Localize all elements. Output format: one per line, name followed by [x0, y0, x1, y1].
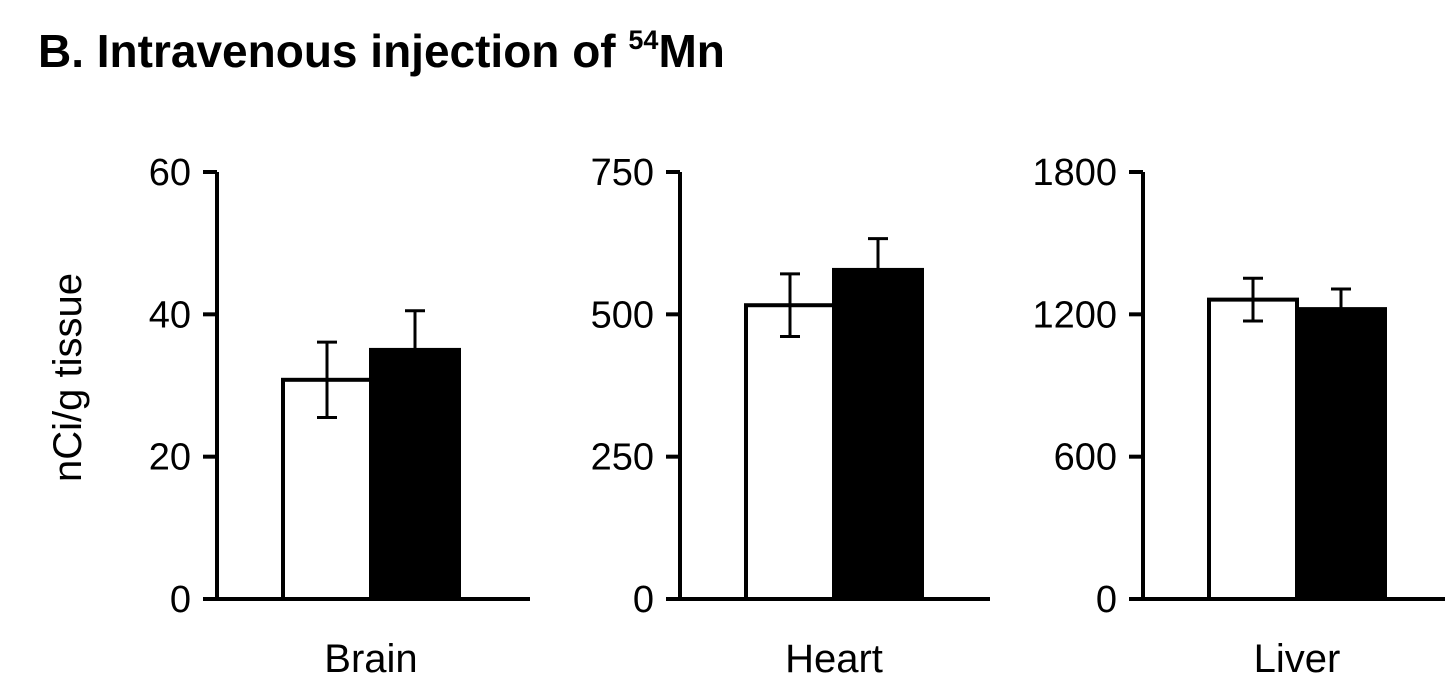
bar-heart-open: [744, 303, 836, 601]
chart-panel-brain: 0 20 40 60 Brain nCi/g tissue: [46, 152, 530, 681]
chart-panel-liver: 0 600 1200 1800 Liver: [1032, 152, 1445, 681]
figure-title-superscript: 54: [628, 25, 659, 55]
y-tick-label: 0: [633, 579, 654, 621]
y-tick-label: 20: [149, 437, 191, 479]
bar-liver-open: [1207, 297, 1299, 601]
x-category-label: Brain: [324, 637, 417, 681]
y-tick-label: 0: [1096, 579, 1117, 621]
bar-heart-filled: [832, 267, 924, 601]
y-tick-label: 250: [591, 437, 654, 479]
chart-panel-heart: 0 250 500 750 Heart: [591, 152, 990, 681]
x-category-label: Heart: [785, 637, 883, 681]
y-axis-title: nCi/g tissue: [46, 273, 90, 482]
y-tick-label: 600: [1054, 437, 1117, 479]
y-tick-label: 40: [149, 294, 191, 336]
x-category-label: Liver: [1254, 637, 1341, 681]
y-tick-label: 60: [149, 152, 191, 194]
y-tick-label: 750: [591, 152, 654, 194]
figure-title-suffix: Mn: [658, 25, 725, 77]
y-tick-label: 1200: [1032, 294, 1117, 336]
y-tick-label: 500: [591, 294, 654, 336]
figure-title: B. Intravenous injection of 54Mn: [38, 24, 725, 79]
bar-liver-filled: [1295, 307, 1387, 601]
y-tick-label: 1800: [1032, 152, 1117, 194]
y-tick-label: 0: [170, 579, 191, 621]
figure-title-text: B. Intravenous injection of: [38, 25, 629, 77]
